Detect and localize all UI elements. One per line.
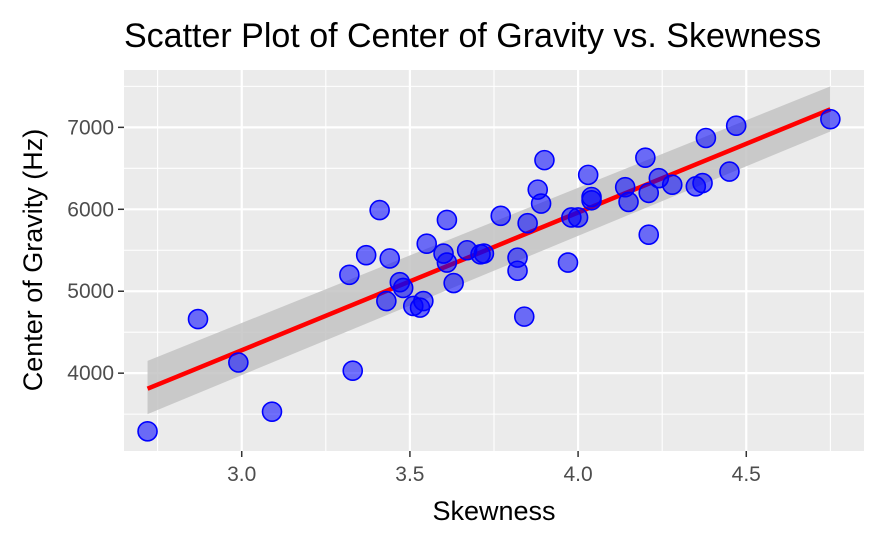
data-point [379, 248, 401, 269]
data-point [513, 306, 535, 327]
data-point [719, 161, 740, 182]
data-point [416, 233, 438, 255]
data-point [187, 308, 209, 330]
chart-title: Scatter Plot of Center of Gravity vs. Sk… [124, 17, 821, 55]
data-point [638, 182, 660, 204]
x-axis-title: Skewness [432, 496, 555, 526]
y-tick-label: 7000 [67, 116, 114, 139]
data-point [661, 174, 683, 196]
data-point [355, 244, 377, 266]
y-tick-label: 4000 [67, 362, 114, 385]
plot-panel [124, 70, 864, 451]
grid-lines [124, 70, 864, 451]
data-point [618, 191, 639, 213]
data-point [581, 189, 602, 211]
data-point [507, 260, 528, 282]
x-tick-label: 4.0 [563, 463, 592, 486]
data-point [228, 352, 249, 373]
y-tick-label: 6000 [67, 198, 114, 221]
data-point [137, 421, 158, 442]
x-tick-label: 4.5 [732, 463, 761, 486]
data-point [413, 290, 434, 312]
x-tick-label: 3.5 [395, 463, 424, 486]
data-point [534, 149, 555, 171]
data-point [392, 277, 414, 299]
x-tick-label: 3.0 [227, 463, 256, 486]
data-points [137, 108, 841, 442]
data-point [692, 172, 713, 194]
data-point [530, 193, 552, 214]
data-point [567, 207, 589, 228]
x-axis: 3.0 3.5 4.0 4.5 [227, 451, 761, 486]
data-point [376, 290, 397, 312]
data-point [725, 115, 747, 137]
data-point [695, 127, 717, 149]
data-point [638, 224, 660, 245]
data-point [473, 243, 495, 264]
data-point [517, 212, 538, 234]
data-point [557, 252, 579, 273]
data-point [490, 205, 512, 227]
data-point [635, 147, 656, 168]
data-point [443, 272, 464, 294]
data-point [436, 209, 458, 231]
y-axis-title: Center of Gravity (Hz) [18, 129, 48, 392]
data-point [369, 199, 390, 221]
y-tick-label: 5000 [67, 280, 114, 303]
data-point [342, 360, 364, 382]
y-axis: 4000 5000 6000 7000 [67, 116, 124, 385]
data-point [339, 264, 360, 286]
data-point [820, 108, 841, 130]
data-point [577, 164, 599, 186]
data-point [436, 252, 458, 273]
data-point [261, 401, 283, 422]
